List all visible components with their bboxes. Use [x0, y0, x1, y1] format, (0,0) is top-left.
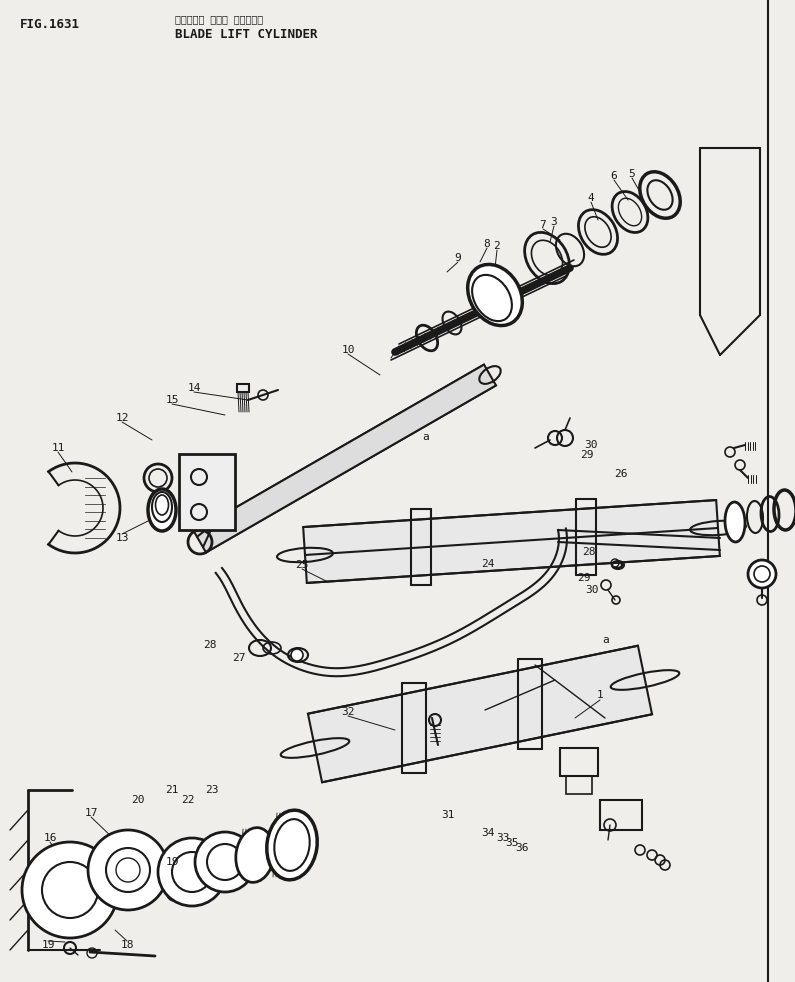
- Text: 23: 23: [205, 785, 219, 795]
- Circle shape: [88, 830, 168, 910]
- Text: 12: 12: [115, 413, 129, 423]
- Ellipse shape: [148, 489, 176, 531]
- Text: 28: 28: [582, 547, 595, 557]
- Circle shape: [195, 832, 255, 892]
- Bar: [566, 776, 592, 794]
- Circle shape: [748, 560, 776, 588]
- Bar: [600, 800, 642, 830]
- Text: 16: 16: [43, 833, 56, 843]
- Circle shape: [22, 842, 118, 938]
- Text: 32: 32: [341, 707, 355, 717]
- Text: ブレード・ リフト シリンダ・: ブレード・ リフト シリンダ・: [175, 14, 263, 24]
- Text: 33: 33: [496, 833, 510, 843]
- Text: 17: 17: [84, 808, 98, 818]
- Text: a: a: [423, 432, 429, 442]
- Text: 20: 20: [131, 795, 145, 805]
- Text: 29: 29: [577, 573, 591, 583]
- Ellipse shape: [236, 828, 274, 883]
- Text: 5: 5: [629, 169, 635, 179]
- Text: 4: 4: [588, 193, 595, 203]
- Text: 11: 11: [51, 443, 64, 453]
- Ellipse shape: [267, 810, 317, 880]
- Polygon shape: [194, 364, 496, 553]
- Text: 14: 14: [188, 383, 201, 393]
- Text: 3: 3: [551, 217, 557, 227]
- Text: FIG.1631: FIG.1631: [20, 18, 80, 31]
- Text: 34: 34: [481, 828, 494, 838]
- Text: 8: 8: [483, 239, 491, 249]
- Bar: [560, 748, 598, 776]
- Text: 25: 25: [295, 560, 308, 570]
- Text: 29: 29: [580, 450, 594, 460]
- Text: 26: 26: [615, 469, 628, 479]
- Bar: [179, 454, 235, 530]
- Text: 1: 1: [596, 690, 603, 700]
- Text: 22: 22: [181, 795, 195, 805]
- Text: 30: 30: [585, 585, 599, 595]
- Text: 18: 18: [120, 940, 134, 950]
- Text: BLADE LIFT CYLINDER: BLADE LIFT CYLINDER: [175, 28, 317, 41]
- Text: 2: 2: [494, 241, 500, 251]
- Text: 7: 7: [540, 220, 546, 230]
- Text: 27: 27: [232, 653, 246, 663]
- Text: 13: 13: [115, 533, 129, 543]
- Text: 10: 10: [341, 345, 355, 355]
- Ellipse shape: [725, 502, 745, 542]
- Circle shape: [291, 649, 303, 661]
- Text: 30: 30: [584, 440, 598, 450]
- Text: a: a: [603, 635, 610, 645]
- Text: 19: 19: [165, 857, 179, 867]
- Text: 24: 24: [481, 559, 494, 569]
- Text: 6: 6: [611, 171, 618, 181]
- Polygon shape: [308, 646, 652, 783]
- Ellipse shape: [467, 264, 522, 326]
- Text: 31: 31: [441, 810, 455, 820]
- Text: 19: 19: [41, 940, 55, 950]
- Circle shape: [158, 838, 226, 906]
- Text: 35: 35: [506, 838, 519, 848]
- Text: 36: 36: [515, 843, 529, 853]
- Text: 28: 28: [204, 640, 217, 650]
- Bar: [237, 384, 249, 392]
- Text: 9: 9: [455, 253, 461, 263]
- Text: 21: 21: [165, 785, 179, 795]
- Polygon shape: [303, 500, 719, 583]
- Text: 15: 15: [165, 395, 179, 405]
